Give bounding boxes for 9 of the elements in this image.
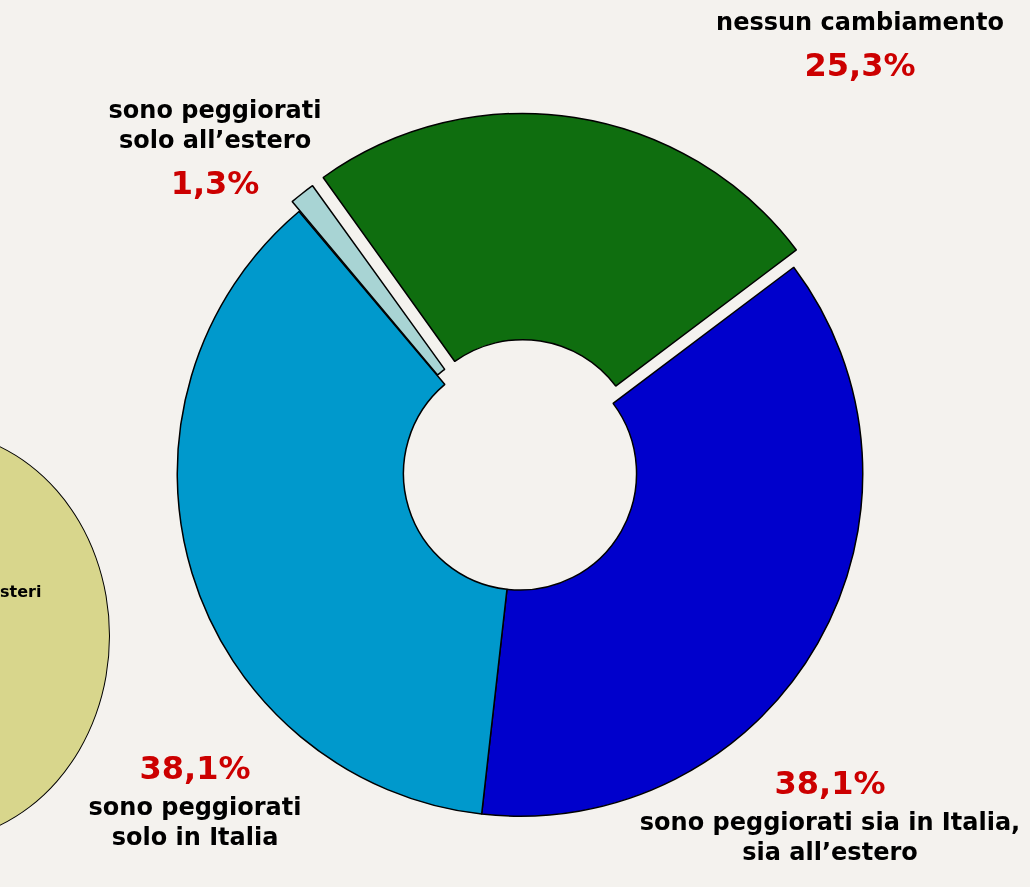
slice-label: sono peggiorati sia in Italia, sia all’estero [639, 808, 1021, 867]
text: steri [0, 582, 42, 601]
slice-label: sono peggiorati solo all’estero [108, 96, 322, 155]
data-label: 38,1% [139, 749, 251, 788]
data-label: 38,1% [774, 764, 886, 803]
data-label: 25,3% [804, 46, 916, 85]
data-label: 1,3% [170, 164, 260, 203]
slice-label: nessun cambiamento [716, 8, 1004, 37]
slice-label: sono peggiorati solo in Italia [88, 793, 302, 852]
